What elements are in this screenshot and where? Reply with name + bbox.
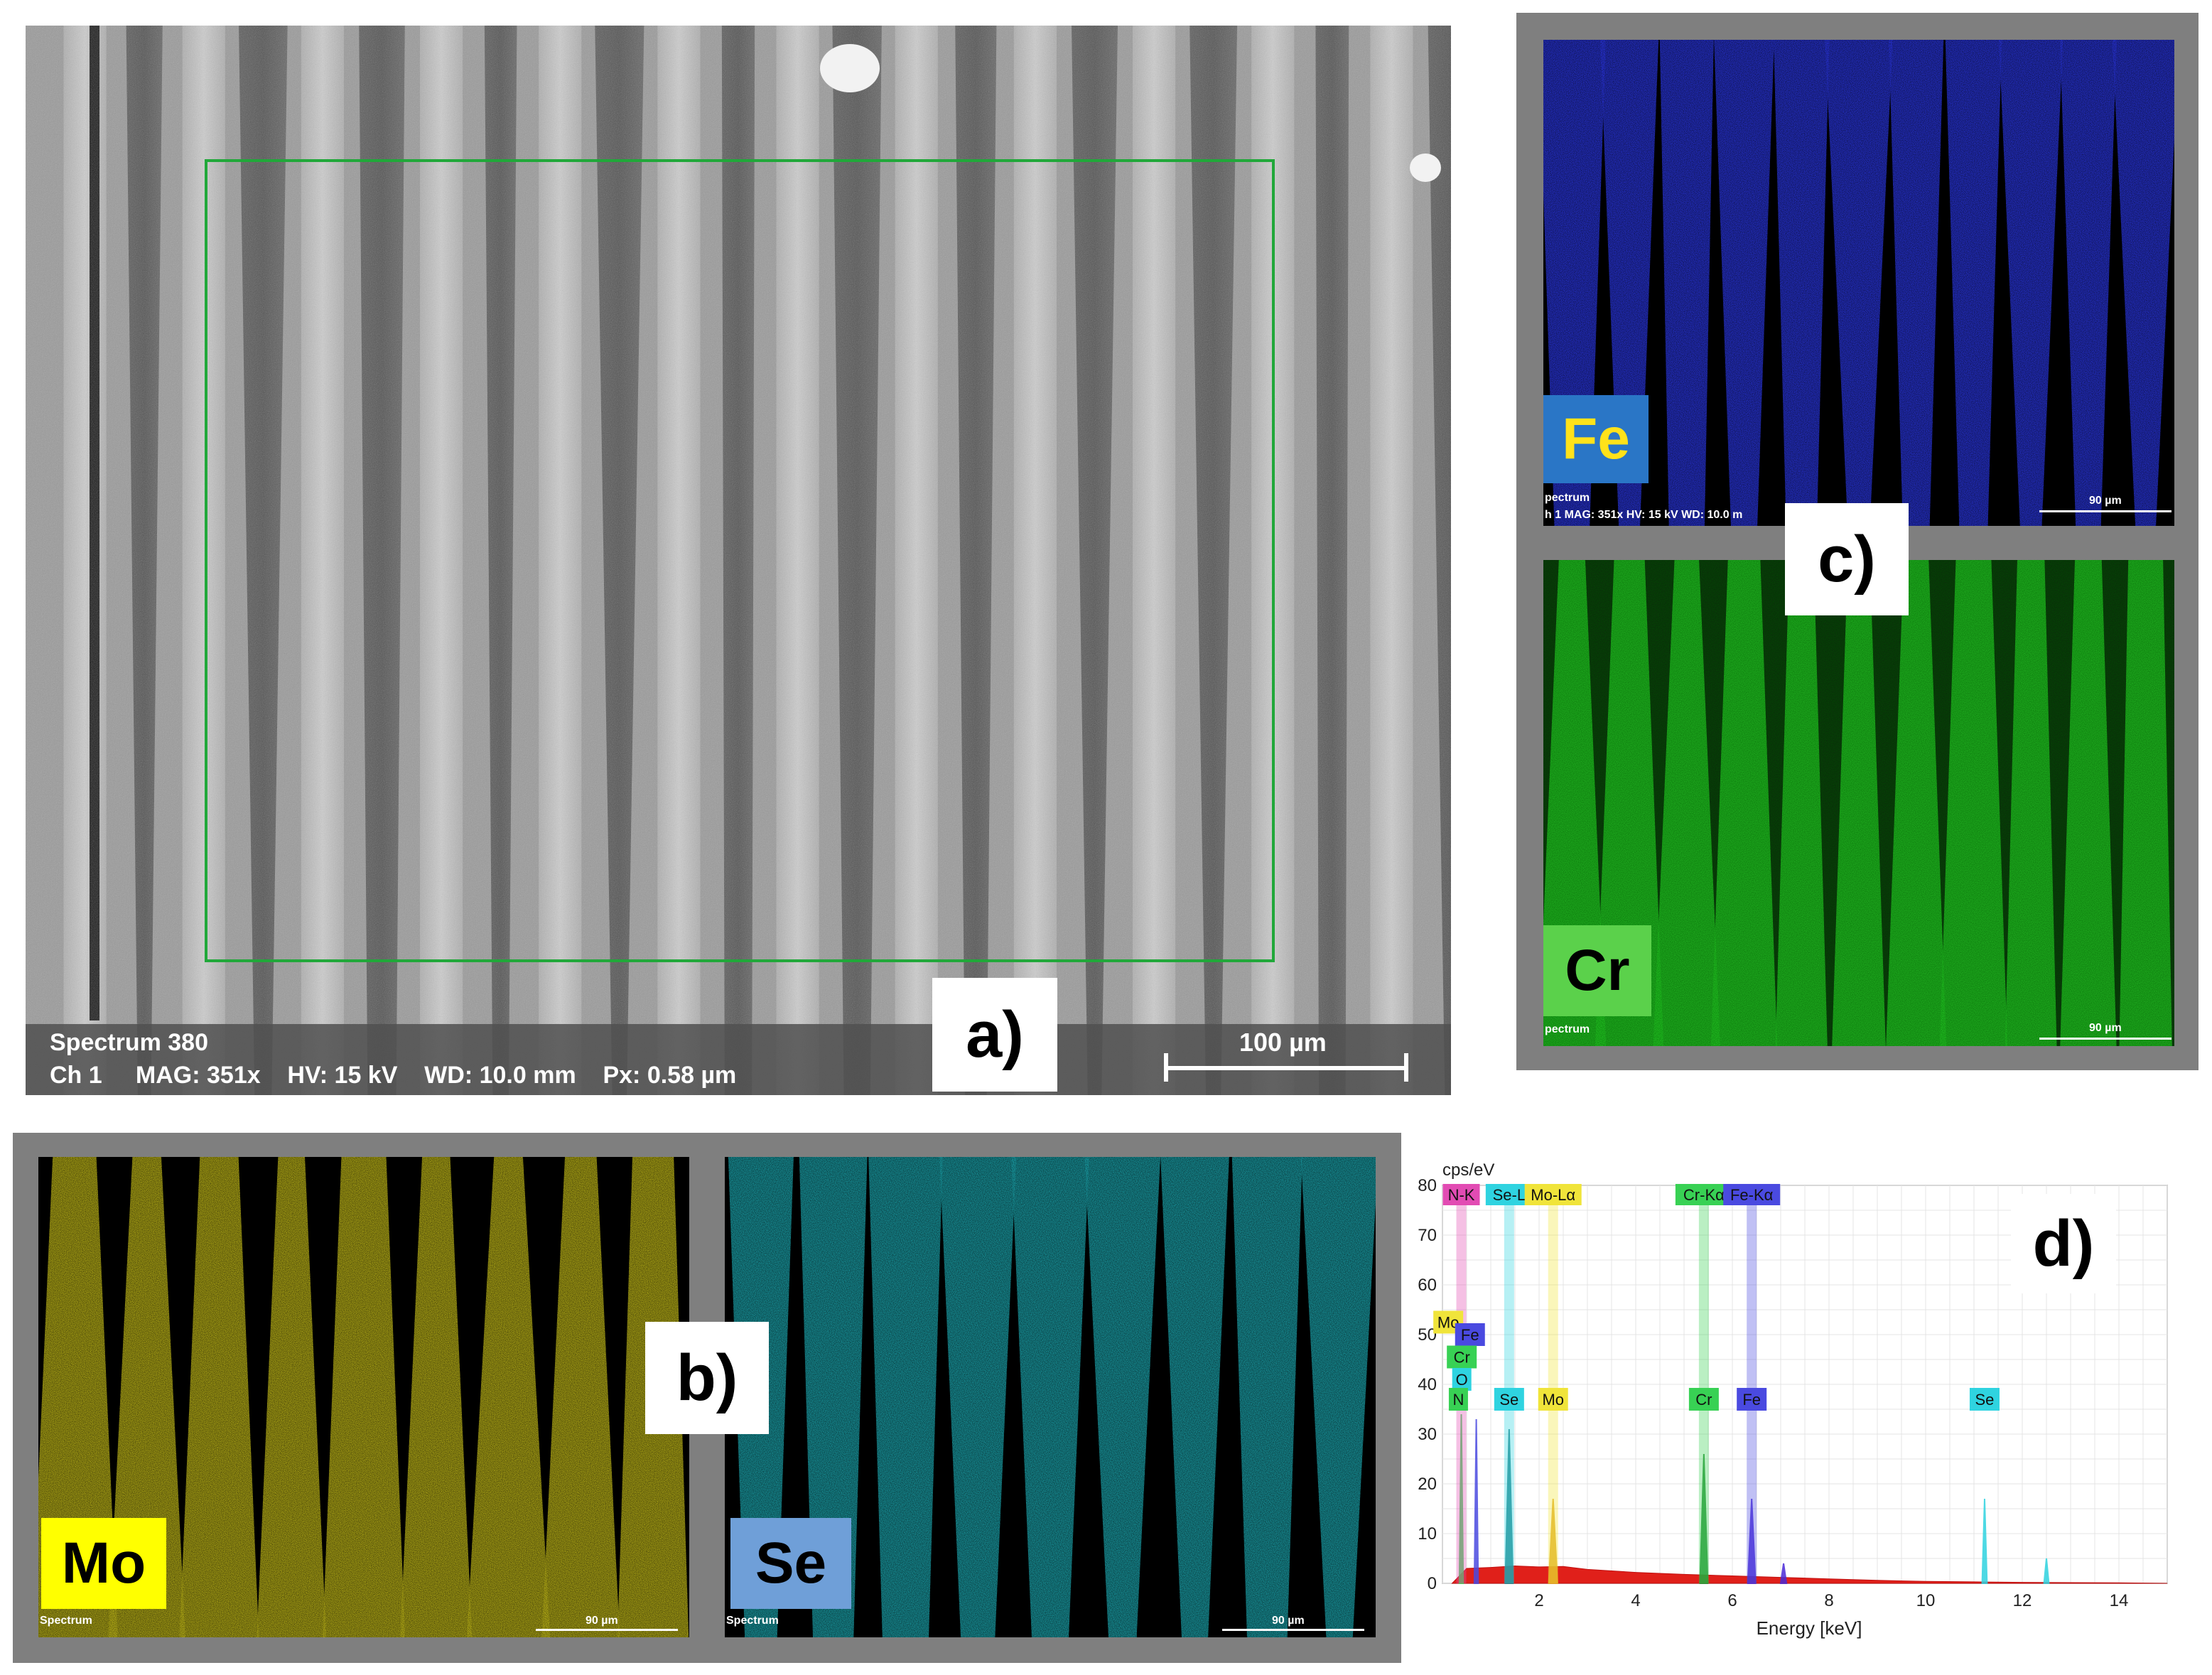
sem-scale-bar-left-tick — [1164, 1053, 1168, 1082]
x-tick-label: 2 — [1534, 1591, 1543, 1610]
peak-tag — [1688, 1388, 1719, 1411]
y-tick-label: 40 — [1418, 1375, 1437, 1394]
sem-scale-bar-right-tick — [1404, 1053, 1408, 1082]
line-marker-label: Fe-Kα — [1730, 1186, 1774, 1204]
y-tick-label: 30 — [1418, 1425, 1437, 1444]
line-marker-band — [1698, 1185, 1709, 1583]
fe-footer-line1: pectrum — [1545, 492, 1590, 504]
fe-map: pectrum h 1 MAG: 351x HV: 15 kV WD: 10.0… — [1543, 40, 2174, 526]
mo-scale-bar — [536, 1629, 678, 1631]
spectrum-peak — [1747, 1498, 1757, 1584]
panel-c-label: c) — [1785, 503, 1909, 615]
cr-scale-label: 90 µm — [2089, 1022, 2122, 1034]
y-tick-label: 60 — [1418, 1276, 1437, 1295]
y-tick-label: 80 — [1418, 1176, 1437, 1195]
x-tick-label: 8 — [1824, 1591, 1833, 1610]
fe-element-tag: Fe — [1543, 395, 1649, 483]
peak-label: Cr — [1454, 1349, 1470, 1367]
peak-tag — [1447, 1345, 1477, 1369]
line-marker-band — [1504, 1185, 1514, 1583]
line-marker-label: Se-L — [1493, 1186, 1526, 1204]
panel-a-label: a) — [932, 978, 1057, 1092]
spectrum-peak — [1473, 1418, 1479, 1584]
peak-tag — [1969, 1388, 2000, 1411]
background-continuum — [1451, 1565, 2168, 1584]
spectrum-peak — [1699, 1453, 1709, 1584]
y-tick-label: 0 — [1428, 1574, 1437, 1593]
fe-footer-line2: h 1 MAG: 351x HV: 15 kV WD: 10.0 m — [1545, 509, 1743, 521]
cr-footer-line1: pectrum — [1545, 1023, 1590, 1035]
panel-d-label: d) — [2011, 1194, 2116, 1293]
mo-map: Spectrum 90 µm — [38, 1157, 689, 1637]
peak-label: Fe — [1742, 1391, 1761, 1409]
peak-tag — [1455, 1323, 1485, 1346]
peak-label: O — [1456, 1371, 1468, 1389]
x-tick-label: 10 — [1916, 1591, 1936, 1610]
x-tick-label: 14 — [2110, 1591, 2129, 1610]
se-scale-bar — [1222, 1629, 1364, 1631]
x-tick-label: 12 — [2013, 1591, 2032, 1610]
cr-element-tag: Cr — [1543, 925, 1651, 1016]
sem-info-line: Ch 1 MAG: 351x HV: 15 kV WD: 10.0 mm Px:… — [50, 1062, 737, 1089]
se-footer: Spectrum — [726, 1615, 779, 1627]
mo-footer: Spectrum — [40, 1615, 92, 1627]
spectrum-peak — [2043, 1558, 2050, 1584]
line-marker-label: N-K — [1448, 1186, 1475, 1204]
x-tick-label: 6 — [1727, 1591, 1737, 1610]
chart-xlabel: Energy [keV] — [1757, 1617, 1862, 1639]
se-element-tag: Se — [730, 1518, 851, 1609]
line-marker-band — [1747, 1185, 1757, 1583]
fe-scale-label: 90 µm — [2089, 495, 2122, 507]
fe-scale-bar — [2039, 510, 2171, 512]
peak-tag — [1494, 1388, 1524, 1411]
sem-scale-bar — [1164, 1066, 1408, 1070]
sem-spectrum-label: Spectrum 380 — [50, 1029, 208, 1056]
spectrum-peak — [1504, 1428, 1514, 1584]
peak-label: Fe — [1461, 1326, 1479, 1344]
y-tick-label: 70 — [1418, 1226, 1437, 1245]
line-marker-band — [1548, 1185, 1558, 1583]
line-marker-label: Cr-Kα — [1683, 1186, 1725, 1204]
peak-label: Se — [1499, 1391, 1518, 1409]
line-marker-tag — [1524, 1184, 1582, 1205]
peak-tag — [1452, 1368, 1472, 1391]
y-tick-label: 10 — [1418, 1524, 1437, 1544]
peak-tag — [1448, 1388, 1468, 1411]
line-marker-tag — [1723, 1184, 1781, 1205]
peak-label: Se — [1975, 1391, 1994, 1409]
mo-scale-label: 90 µm — [586, 1615, 618, 1627]
peak-label: N — [1452, 1391, 1464, 1409]
roi-rectangle — [205, 159, 1275, 962]
chart-ylabel: cps/eV — [1442, 1160, 1494, 1180]
mo-element-tag: Mo — [41, 1518, 166, 1609]
panel-a: Spectrum 380 Ch 1 MAG: 351x HV: 15 kV WD… — [26, 26, 1451, 1095]
cr-scale-bar — [2039, 1038, 2171, 1040]
line-marker-label: Mo-Lα — [1531, 1186, 1575, 1204]
line-marker-tag — [1675, 1184, 1732, 1205]
spectrum-peak — [1981, 1498, 1988, 1584]
peak-label: Mo — [1542, 1391, 1564, 1409]
peak-tag — [1538, 1388, 1568, 1411]
spectrum-peak — [1458, 1413, 1464, 1584]
sem-image — [26, 26, 1451, 1095]
peak-tag — [1737, 1388, 1767, 1411]
y-tick-label: 20 — [1418, 1475, 1437, 1494]
x-tick-label: 4 — [1631, 1591, 1640, 1610]
spectrum-peak — [1548, 1498, 1558, 1584]
sem-info-bar — [26, 1024, 1451, 1095]
peak-label: Cr — [1695, 1391, 1712, 1409]
se-map: Spectrum 90 µm — [725, 1157, 1376, 1637]
line-marker-tag — [1442, 1184, 1480, 1205]
spectrum-peak — [1779, 1563, 1788, 1584]
se-scale-label: 90 µm — [1272, 1615, 1305, 1627]
sem-scale-label: 100 µm — [1239, 1028, 1327, 1057]
panel-b-label: b) — [645, 1322, 769, 1434]
